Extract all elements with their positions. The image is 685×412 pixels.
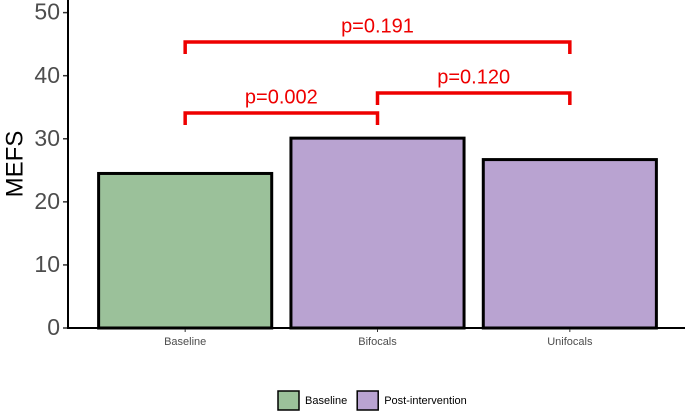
p-value-label: p=0.002 [245,86,318,108]
legend-label: Baseline [305,395,347,407]
significance-bracket [183,111,380,125]
bar [289,136,466,330]
p-value-label: p=0.120 [437,66,510,88]
bar [481,158,658,330]
y-tick-label: 40 [34,62,60,88]
y-axis-label: MEFS [1,131,28,198]
y-tick-label: 10 [34,251,60,277]
legend-label: Post-intervention [384,395,467,407]
x-tick-label: Unifocals [547,336,593,348]
legend-swatch [277,390,300,411]
y-tick-label: 30 [34,125,60,151]
x-tick-label: Baseline [164,336,206,348]
y-tick-label: 50 [34,0,60,25]
p-value-label: p=0.191 [341,15,414,37]
y-tick-label: 20 [34,188,60,214]
y-tick-label: 0 [47,314,60,340]
bar [97,171,274,330]
legend-swatch [356,390,379,411]
significance-bracket [375,91,572,105]
significance-bracket [183,40,572,54]
x-tick-label: Bifocals [358,336,397,348]
